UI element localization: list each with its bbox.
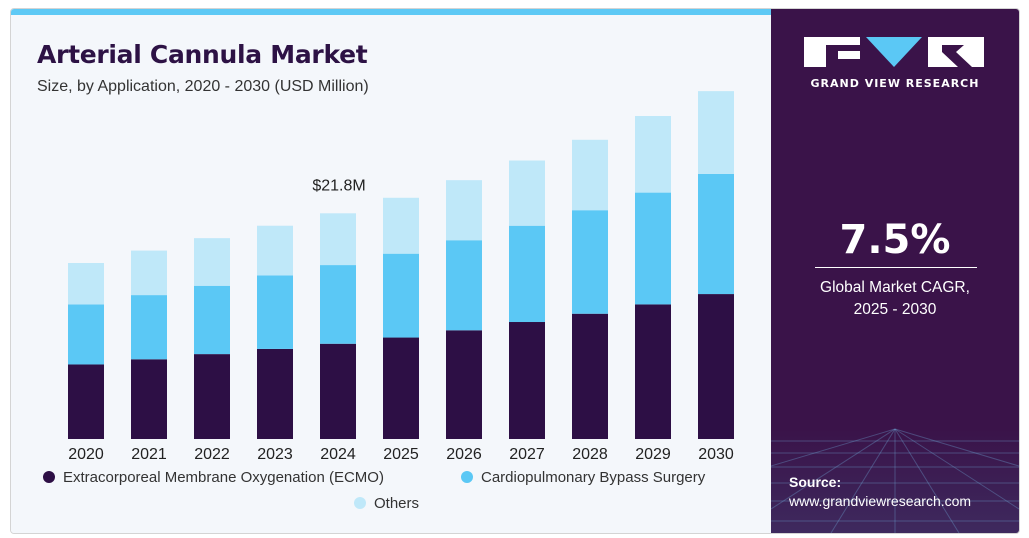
bar-cardiopulmonary-bypass-surgery-2024 [320,265,356,344]
bar-extracorporeal-membrane-oxygenation-ecmo-2024 [320,343,356,439]
legend-label-others: Others [374,495,420,512]
x-tick-label-2027: 2027 [509,446,545,463]
chart-title: Arterial Cannula Market [37,40,368,69]
bar-others-2028 [572,139,608,211]
bar-others-2021 [131,250,167,296]
legend-label-ecmo: Extracorporeal Membrane Oxygenation (ECM… [63,469,384,486]
bar-extracorporeal-membrane-oxygenation-ecmo-2023 [257,348,293,439]
source-url-link[interactable]: www.grandviewresearch.com [789,493,972,509]
bar-others-2022 [194,238,230,286]
source-label: Source: [789,474,842,490]
x-tick-label-2020: 2020 [68,446,104,463]
bar-others-2024 [320,213,356,266]
x-axis-labels: 2020 2021 2022 2023 2024 2025 2026 2027 2028 2029… [68,446,734,463]
bar-others-2026 [446,180,482,241]
x-tick-label-2025: 2025 [383,446,419,463]
legend-item-ecmo: Extracorporeal Membrane Oxygenation (ECM… [43,469,384,486]
bar-cardiopulmonary-bypass-surgery-2025 [383,253,419,338]
x-tick-label-2030: 2030 [698,446,734,463]
chart-subtitle: Size, by Application, 2020 - 2030 (USD M… [37,78,369,95]
x-tick-label-2028: 2028 [572,446,608,463]
bars-layer [68,91,734,439]
bar-cardiopulmonary-bypass-surgery-2023 [257,275,293,349]
x-tick-label-2024: 2024 [320,446,356,463]
annotations-layer: $21.8M [312,177,365,194]
cagr-label: Global Market CAGR, 2025 - 2030 [771,277,1019,321]
bar-cardiopulmonary-bypass-surgery-2022 [194,285,230,355]
bar-extracorporeal-membrane-oxygenation-ecmo-2026 [446,330,482,439]
cagr-value: 7.5% [839,217,951,263]
bar-cardiopulmonary-bypass-surgery-2029 [635,192,671,305]
bar-others-2023 [257,225,293,276]
x-tick-label-2022: 2022 [194,446,230,463]
bar-extracorporeal-membrane-oxygenation-ecmo-2020 [68,364,104,439]
bar-extracorporeal-membrane-oxygenation-ecmo-2021 [131,359,167,439]
bar-others-2020 [68,263,104,305]
grid-background-decoration [771,428,1019,533]
bar-cardiopulmonary-bypass-surgery-2027 [509,225,545,323]
bar-others-2029 [635,115,671,193]
bar-cardiopulmonary-bypass-surgery-2026 [446,240,482,331]
stacked-bar-chart: 2020 2021 2022 2023 2024 2025 2026 2027 2028 2029… [68,91,734,463]
legend-item-others: Others [354,495,419,512]
brand-name: GRAND VIEW RESEARCH [810,77,980,90]
logo-g-cutout [826,45,860,67]
bar-cardiopulmonary-bypass-surgery-2021 [131,295,167,360]
logo-v-triangle [866,37,922,67]
legend-swatch-others [354,497,366,509]
sidebar-panel: GRAND VIEW RESEARCH 7.5% Global Market C… [771,9,1019,533]
legend-swatch-cardiopulmonary [461,471,473,483]
cagr-divider [815,267,977,268]
bar-cardiopulmonary-bypass-surgery-2020 [68,304,104,365]
legend-swatch-ecmo [43,471,55,483]
bar-others-2027 [509,160,545,226]
cagr-label-line-1: Global Market CAGR, [820,279,970,296]
cagr-label-line-2: 2025 - 2030 [853,301,937,318]
x-tick-label-2026: 2026 [446,446,482,463]
bar-cardiopulmonary-bypass-surgery-2030 [698,173,734,295]
bar-extracorporeal-membrane-oxygenation-ecmo-2027 [509,322,545,439]
x-tick-label-2021: 2021 [131,446,167,463]
chart-panel: Arterial Cannula Market Size, by Applica… [11,9,771,533]
bar-others-2025 [383,197,419,254]
bar-others-2030 [698,91,734,174]
bar-extracorporeal-membrane-oxygenation-ecmo-2029 [635,304,671,439]
legend-item-cardiopulmonary: Cardiopulmonary Bypass Surgery [461,469,705,486]
bar-extracorporeal-membrane-oxygenation-ecmo-2028 [572,313,608,439]
bar-extracorporeal-membrane-oxygenation-ecmo-2030 [698,294,734,439]
logo-r-cutout [942,45,972,67]
legend-label-cardiopulmonary: Cardiopulmonary Bypass Surgery [481,469,706,486]
x-tick-label-2029: 2029 [635,446,671,463]
infographic-card: Arterial Cannula Market Size, by Applica… [10,8,1020,534]
bar-extracorporeal-membrane-oxygenation-ecmo-2022 [194,354,230,439]
x-tick-label-2023: 2023 [257,446,293,463]
bar-extracorporeal-membrane-oxygenation-ecmo-2025 [383,337,419,439]
bar-cardiopulmonary-bypass-surgery-2028 [572,210,608,314]
data-label-2024: $21.8M [312,177,365,194]
grand-view-research-logo [804,37,984,67]
